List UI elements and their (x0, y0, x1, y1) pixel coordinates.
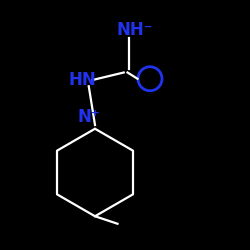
Text: NH⁻: NH⁻ (117, 21, 153, 39)
Text: N⁺: N⁺ (78, 108, 100, 126)
Text: HN: HN (68, 71, 96, 89)
